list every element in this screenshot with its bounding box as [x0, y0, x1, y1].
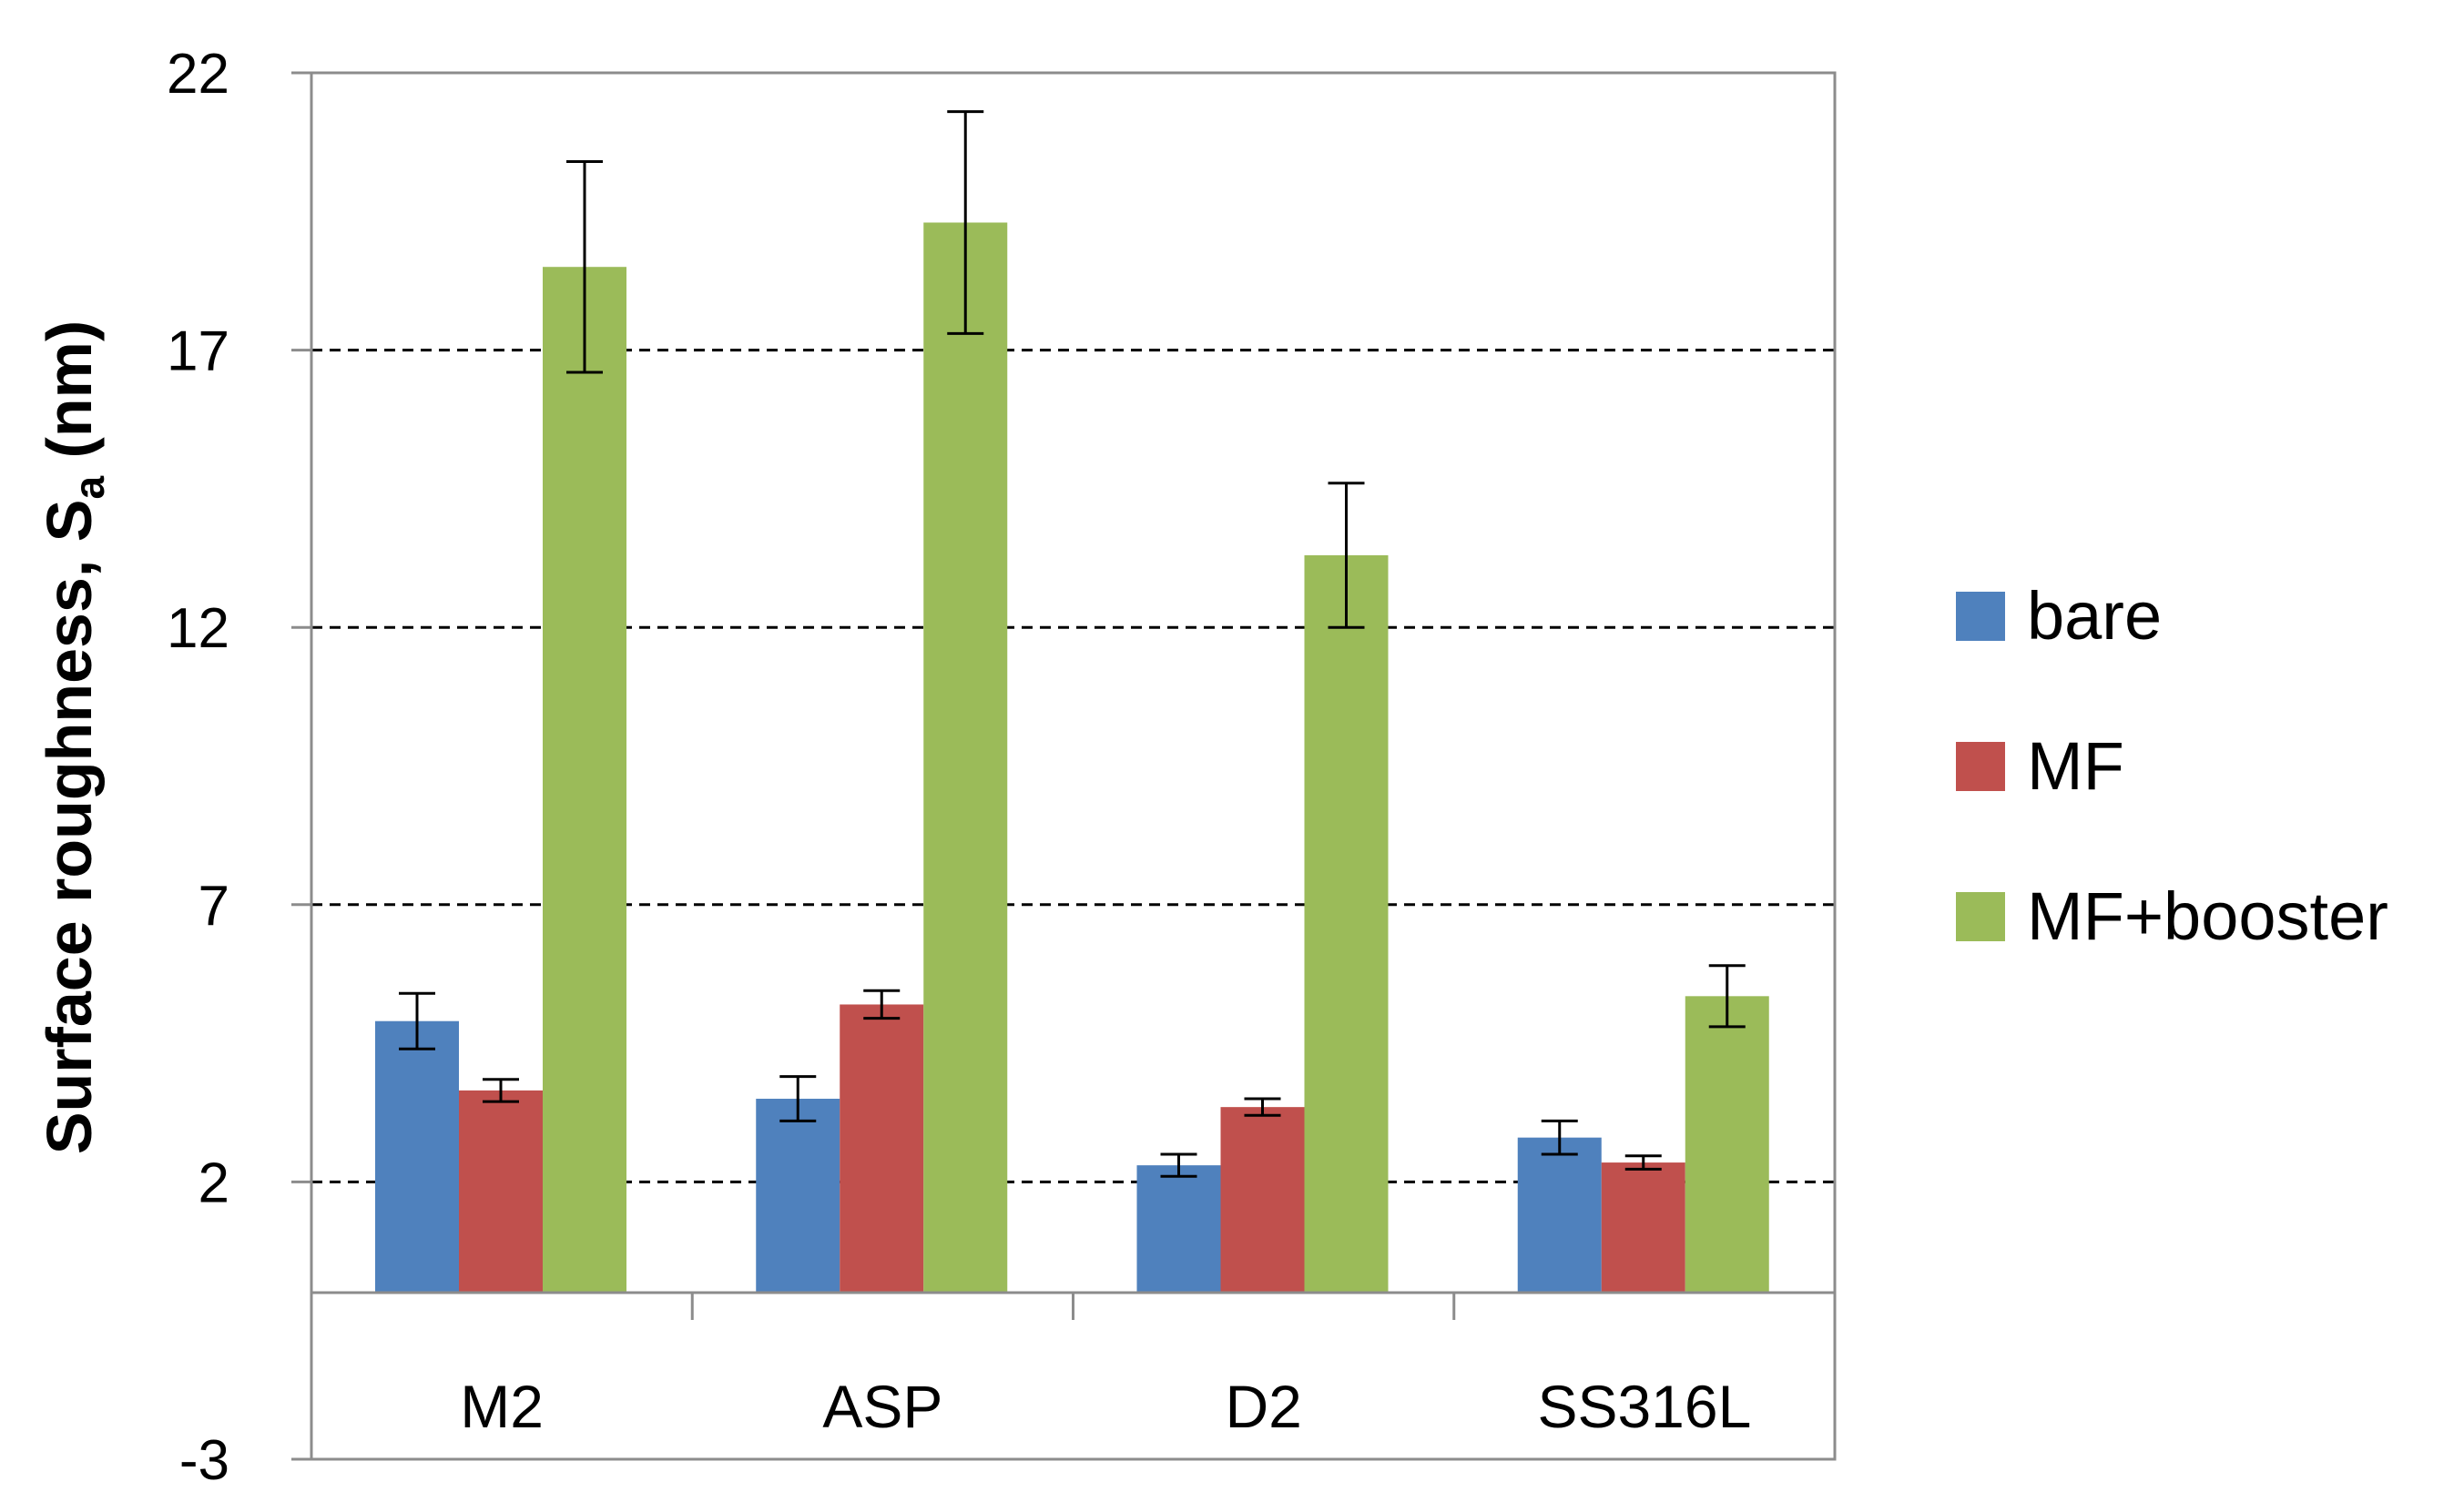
- error-bar: [1708, 964, 1746, 1029]
- legend-label: MF: [2027, 728, 2124, 804]
- error-bar: [566, 159, 603, 374]
- bar-mf-booster-d2: [1304, 555, 1389, 1293]
- error-bar: [863, 989, 901, 1020]
- y-tick-label: 12: [167, 597, 229, 660]
- bar-mf-ss316l: [1601, 1162, 1685, 1293]
- bar-bare-ss316l: [1517, 1137, 1602, 1293]
- error-bar: [1328, 482, 1365, 629]
- error-bar: [1160, 1152, 1197, 1178]
- legend: bare MF MF+booster: [1956, 578, 2388, 954]
- bar-mf-d2: [1220, 1107, 1305, 1293]
- category-label: SS316L: [1537, 1373, 1751, 1440]
- legend-swatch: [1956, 742, 2005, 791]
- bar-bare-asp: [756, 1099, 840, 1293]
- axes: [291, 71, 1837, 1461]
- y-tick-label: 7: [199, 875, 229, 938]
- error-bars: [399, 110, 1746, 1178]
- category-labels: M2 ASP D2 SS316L: [460, 1373, 1751, 1440]
- plot-frame: [310, 71, 1837, 1461]
- error-bar: [1541, 1119, 1578, 1156]
- bar-mf-asp: [840, 1004, 924, 1293]
- bar-bare-m2: [375, 1020, 459, 1293]
- legend-label: MF+booster: [2027, 878, 2388, 954]
- category-label: D2: [1225, 1373, 1301, 1440]
- error-bar: [483, 1078, 519, 1103]
- y-axis-title: Surface roughness, Sa (nm): [34, 320, 113, 1154]
- legend-swatch: [1956, 592, 2005, 641]
- category-label: M2: [460, 1373, 544, 1440]
- error-bar: [1624, 1154, 1662, 1171]
- bar-mf-booster-m2: [543, 267, 626, 1294]
- bar-bare-d2: [1136, 1165, 1221, 1293]
- error-bar: [779, 1075, 817, 1122]
- error-bar: [947, 110, 984, 335]
- y-tick-label: 22: [167, 43, 229, 106]
- error-bar: [1244, 1097, 1281, 1117]
- bar-mf-m2: [459, 1090, 543, 1293]
- y-tick-labels: -3 2 7 12 17 22: [167, 43, 229, 1492]
- legend-swatch: [1956, 892, 2005, 941]
- legend-label: bare: [2027, 578, 2162, 654]
- bar-mf-booster-asp: [923, 222, 1008, 1293]
- category-label: ASP: [822, 1373, 942, 1440]
- gridlines: [311, 349, 1835, 1183]
- y-tick-label: -3: [179, 1429, 229, 1492]
- y-tick-label: 17: [167, 320, 229, 383]
- error-bar: [399, 991, 435, 1050]
- bars: [375, 222, 1769, 1294]
- y-tick-label: 2: [199, 1152, 229, 1214]
- bar-mf-booster-ss316l: [1685, 996, 1769, 1293]
